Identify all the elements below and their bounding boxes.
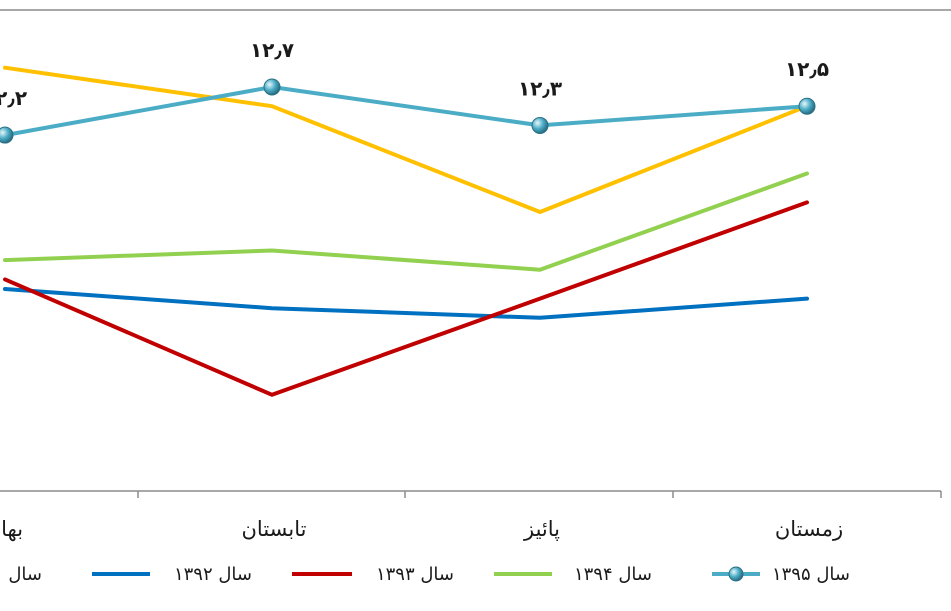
- legend-marker: [728, 566, 744, 582]
- data-label: ۱۲٫۷: [250, 38, 294, 62]
- category-label: تابستان: [242, 517, 307, 541]
- legend-label: سال ۱۳۹۴: [574, 564, 652, 585]
- legend-label: سال ۱۳۹۳: [376, 564, 454, 585]
- series-line-3: [3, 171, 809, 272]
- data-label: ۱۲٫۵: [785, 57, 829, 81]
- category-label: بهار: [0, 517, 23, 541]
- series-line-0: [3, 65, 809, 214]
- category-label: زمستان: [775, 517, 843, 541]
- series-line-4: [3, 85, 809, 138]
- data-label: ۱۲٫۲: [0, 86, 27, 110]
- data-point-marker: [798, 97, 816, 115]
- data-point-marker: [0, 126, 14, 144]
- legend-label: سال ۱۳۹۲: [174, 564, 252, 585]
- category-label: پائیز: [523, 517, 560, 541]
- legend-label: سال ۱۳۹۵: [772, 564, 850, 585]
- legend-label: سال ۱: [0, 564, 42, 585]
- series-line-2: [3, 200, 809, 397]
- data-label: ۱۲٫۳: [518, 76, 562, 100]
- data-point-marker: [531, 116, 549, 134]
- series-line-1: [3, 287, 809, 320]
- data-point-marker: [263, 78, 281, 96]
